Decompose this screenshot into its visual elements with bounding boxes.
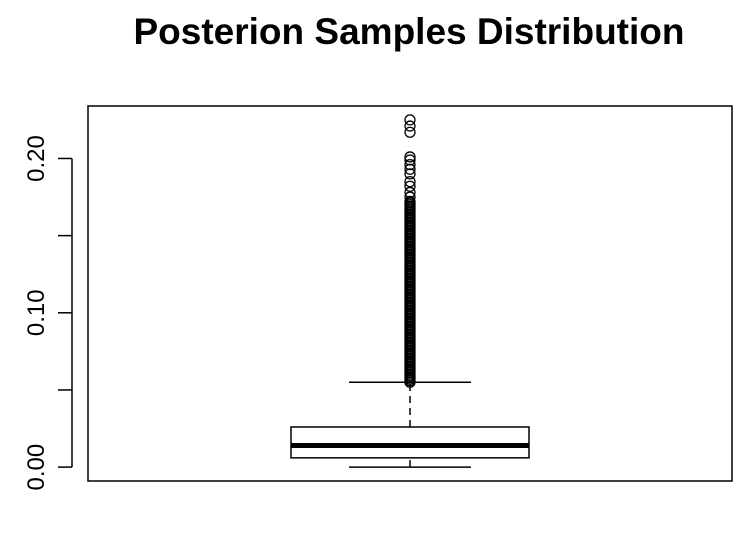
outlier-point <box>404 158 416 171</box>
y-tick-label: 0.10 <box>23 289 50 336</box>
iqr-box <box>290 426 530 459</box>
outlier-point <box>404 151 416 163</box>
outlier-point <box>404 154 416 166</box>
y-tick-label: 0.20 <box>23 135 50 182</box>
y-axis: 0.00 0.10 0.20 <box>23 135 73 491</box>
y-tick-label: 0.00 <box>23 444 50 491</box>
outlier-point <box>404 175 416 188</box>
outlier-point <box>404 180 416 192</box>
plot-frame <box>87 105 733 482</box>
box-group <box>290 381 530 468</box>
outlier-point <box>404 114 416 126</box>
chart-title: Posterion Samples Distribution <box>134 11 685 52</box>
outlier-point <box>404 191 416 203</box>
outlier-point <box>404 168 416 180</box>
outlier-point <box>404 195 416 208</box>
outlier-point <box>404 126 416 138</box>
outlier-point <box>404 163 416 175</box>
outlier-point <box>404 186 416 199</box>
outlier-point <box>404 120 416 132</box>
outlier-group <box>404 114 416 388</box>
